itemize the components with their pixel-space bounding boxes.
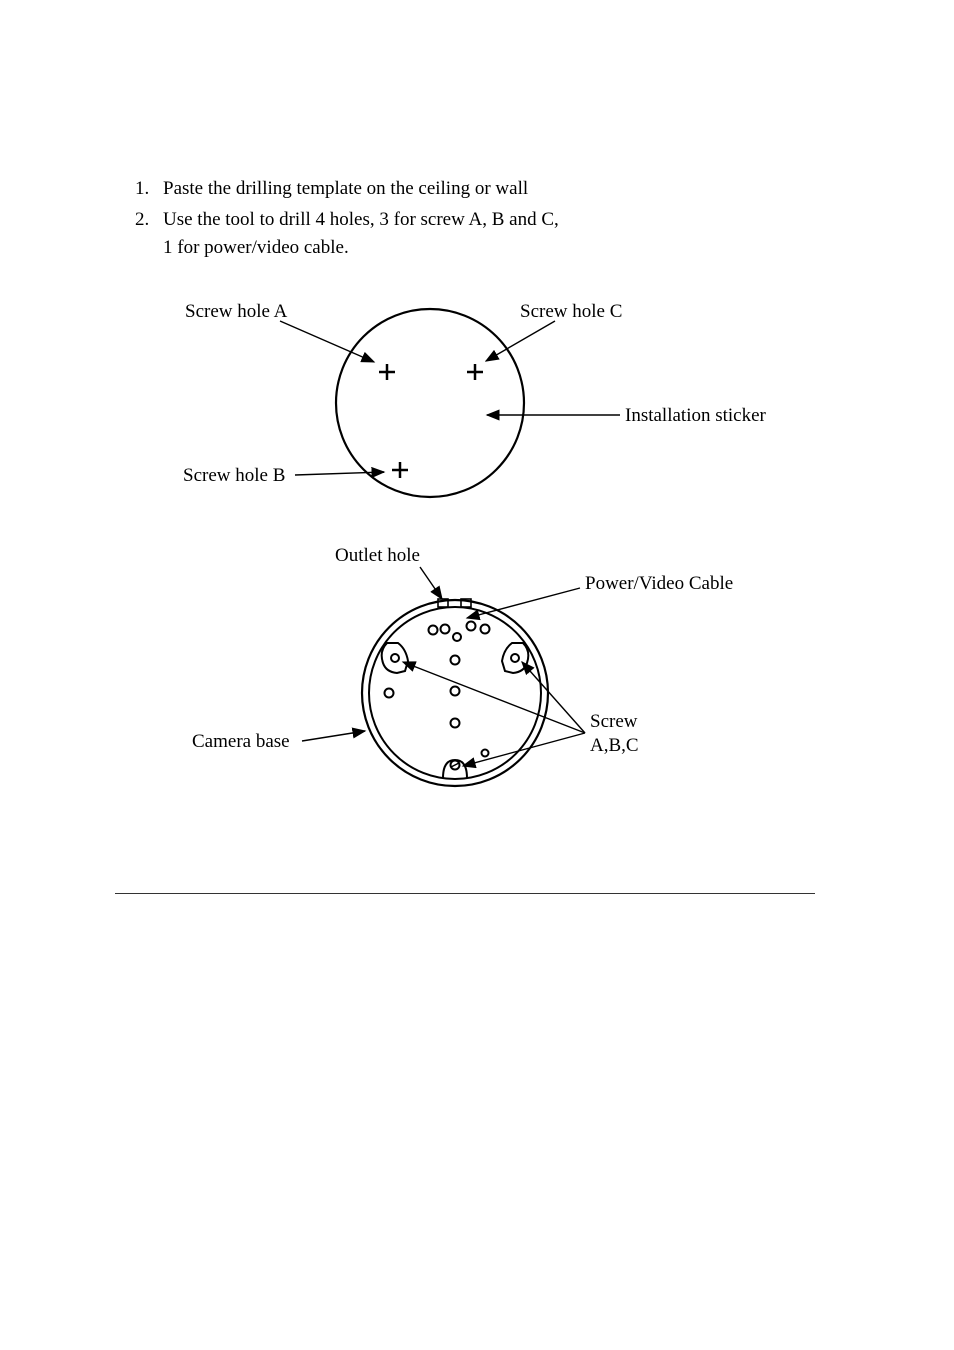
cross-b: [392, 462, 408, 478]
instruction-2-cont: 1 for power/video cable.: [163, 237, 349, 258]
instruction-1: 1. Paste the drilling template on the ce…: [163, 175, 839, 204]
arrow-outlet: [420, 567, 442, 599]
cross-c: [467, 364, 483, 380]
instruction-1-num: 1.: [135, 175, 149, 204]
diagram-svg: [165, 293, 865, 853]
template-circle: [336, 309, 524, 497]
cross-a: [379, 364, 395, 380]
instruction-2-num: 2.: [135, 206, 149, 235]
instruction-2-text: Use the tool to drill 4 holes, 3 for scr…: [163, 209, 559, 230]
instruction-1-text: Paste the drilling template on the ceili…: [163, 178, 528, 199]
instruction-2: 2. Use the tool to drill 4 holes, 3 for …: [163, 206, 839, 263]
diagrams-container: Screw hole A Screw hole C Installation s…: [165, 293, 865, 853]
arrow-screws-abc: [403, 662, 585, 766]
arrow-to-c: [486, 321, 555, 361]
instructction-list: 1. Paste the drilling template on the ce…: [135, 175, 839, 263]
camera-base-diagram: [362, 599, 548, 786]
page-divider: [115, 893, 815, 894]
arrow-cable: [467, 588, 580, 618]
arrow-base: [302, 731, 365, 741]
